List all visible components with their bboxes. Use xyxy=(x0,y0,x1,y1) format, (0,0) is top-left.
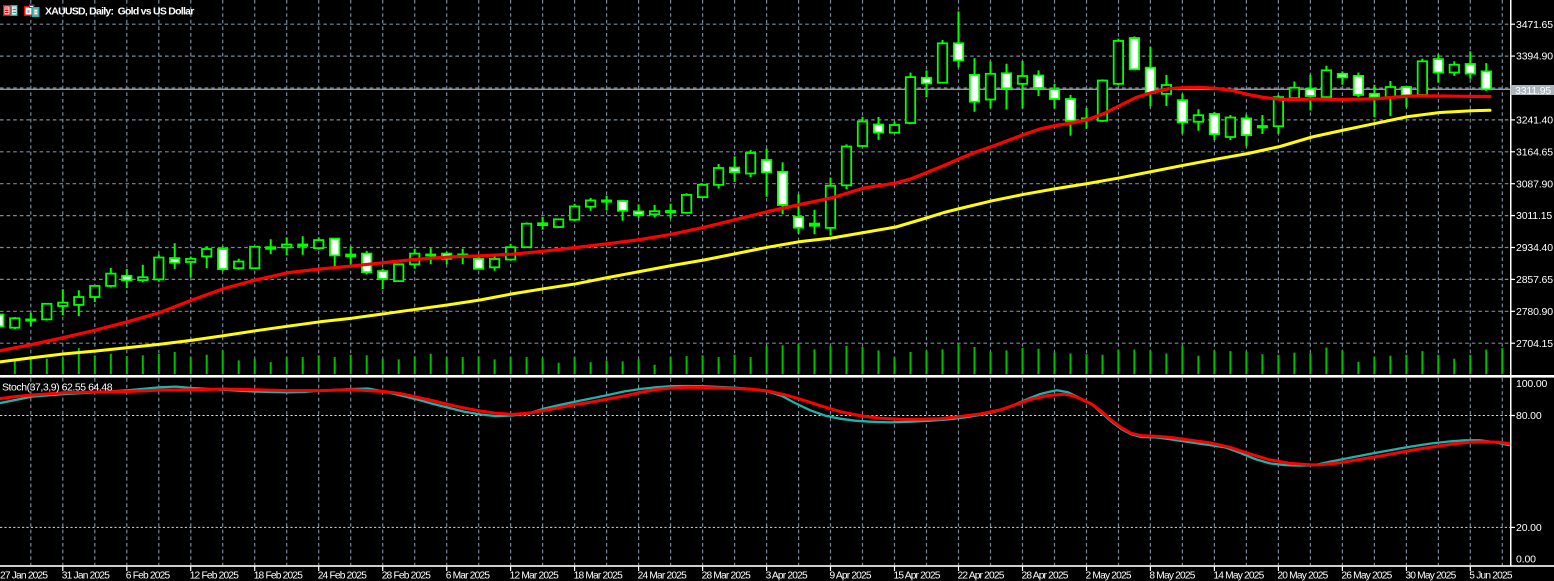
svg-text:3011.15: 3011.15 xyxy=(1516,210,1552,222)
svg-text:22 Apr 2025: 22 Apr 2025 xyxy=(958,571,1005,581)
svg-text:3311.95: 3311.95 xyxy=(1515,85,1551,97)
svg-text:26 May 2025: 26 May 2025 xyxy=(1341,571,1392,581)
svg-text:20.00: 20.00 xyxy=(1516,522,1542,534)
svg-text:24 Feb 2025: 24 Feb 2025 xyxy=(318,571,368,581)
svg-text:20 May 2025: 20 May 2025 xyxy=(1277,571,1328,581)
svg-text:31 Jan 2025: 31 Jan 2025 xyxy=(62,571,110,581)
svg-text:18 Feb 2025: 18 Feb 2025 xyxy=(254,571,304,581)
svg-text:27 Jan 2025: 27 Jan 2025 xyxy=(0,571,48,581)
svg-text:15 Apr 2025: 15 Apr 2025 xyxy=(894,571,941,581)
svg-text:30 May 2025: 30 May 2025 xyxy=(1405,571,1456,581)
svg-text:28 Apr 2025: 28 Apr 2025 xyxy=(1022,571,1069,581)
svg-text:3394.90: 3394.90 xyxy=(1516,51,1553,63)
svg-text:3 Apr 2025: 3 Apr 2025 xyxy=(766,571,808,581)
svg-text:8 May 2025: 8 May 2025 xyxy=(1149,571,1195,581)
svg-text:24 Mar 2025: 24 Mar 2025 xyxy=(638,571,688,581)
svg-text:3471.65: 3471.65 xyxy=(1516,19,1553,31)
svg-text:28 Feb 2025: 28 Feb 2025 xyxy=(382,571,432,581)
svg-text:12 Mar 2025: 12 Mar 2025 xyxy=(510,571,560,581)
svg-text:Stoch(37,3,9) 62.55 64.48: Stoch(37,3,9) 62.55 64.48 xyxy=(2,382,113,394)
svg-text:80.00: 80.00 xyxy=(1516,410,1542,422)
svg-text:XAUUSD, Daily: Gold vs US Dol: XAUUSD, Daily: Gold vs US Dollar xyxy=(45,6,194,18)
svg-text:0.00: 0.00 xyxy=(1516,554,1536,566)
svg-text:2704.15: 2704.15 xyxy=(1516,338,1553,350)
svg-text:2934.40: 2934.40 xyxy=(1516,242,1553,254)
svg-text:6 Mar 2025: 6 Mar 2025 xyxy=(446,571,491,581)
svg-text:3241.40: 3241.40 xyxy=(1516,115,1553,127)
svg-text:2 May 2025: 2 May 2025 xyxy=(1086,571,1132,581)
svg-text:2780.90: 2780.90 xyxy=(1516,306,1553,318)
svg-text:6 Feb 2025: 6 Feb 2025 xyxy=(126,571,171,581)
svg-text:9 Apr 2025: 9 Apr 2025 xyxy=(830,571,872,581)
svg-text:14 May 2025: 14 May 2025 xyxy=(1213,571,1264,581)
svg-text:5 Jun 2025: 5 Jun 2025 xyxy=(1469,571,1513,581)
svg-text:12 Feb 2025: 12 Feb 2025 xyxy=(190,571,240,581)
svg-text:18 Mar 2025: 18 Mar 2025 xyxy=(574,571,624,581)
svg-text:2857.65: 2857.65 xyxy=(1516,274,1553,286)
svg-text:3164.65: 3164.65 xyxy=(1516,146,1553,158)
svg-text:100.00: 100.00 xyxy=(1516,378,1548,390)
svg-text:28 Mar 2025: 28 Mar 2025 xyxy=(702,571,752,581)
svg-text:3087.90: 3087.90 xyxy=(1516,178,1553,190)
